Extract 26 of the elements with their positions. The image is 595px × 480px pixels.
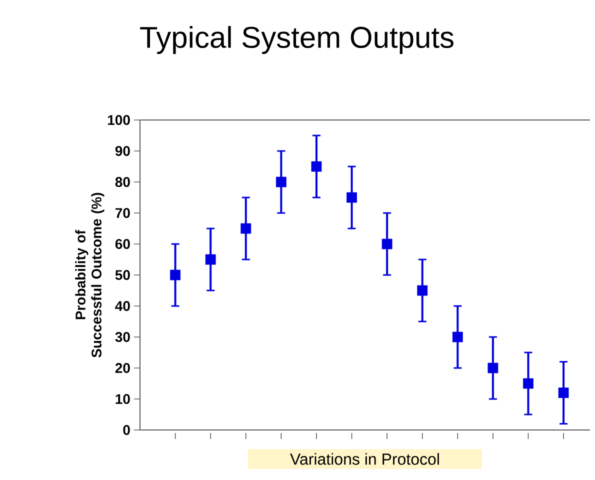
- point: [170, 270, 180, 280]
- point: [205, 254, 216, 265]
- point: [558, 388, 569, 398]
- point: [452, 332, 463, 342]
- point: [276, 176, 286, 188]
- point: [240, 223, 252, 234]
- y-tick-label: 80: [115, 177, 130, 187]
- y-axis-title: Probability of Successful Outcome (%): [75, 192, 104, 358]
- y-tick-label: 100: [108, 115, 130, 125]
- y-tick-label: 40: [115, 301, 130, 311]
- point: [488, 362, 498, 374]
- point: [382, 238, 392, 250]
- chart-title: Typical System Outputs: [140, 26, 454, 54]
- y-tick-label: 10: [116, 394, 130, 404]
- point: [346, 192, 357, 203]
- y-tick-label: 0: [123, 425, 130, 435]
- point: [311, 161, 322, 172]
- x-axis-title: Variations in Protocol: [290, 453, 439, 465]
- y-tick-label: 30: [115, 332, 130, 342]
- y-tick-label: 50: [115, 270, 130, 280]
- y-tick-label: 20: [115, 363, 130, 373]
- point: [417, 285, 428, 296]
- y-tick-label: 70: [115, 208, 130, 218]
- y-tick-label: 60: [115, 239, 130, 249]
- y-tick-label: 90: [115, 146, 130, 156]
- point: [523, 378, 534, 389]
